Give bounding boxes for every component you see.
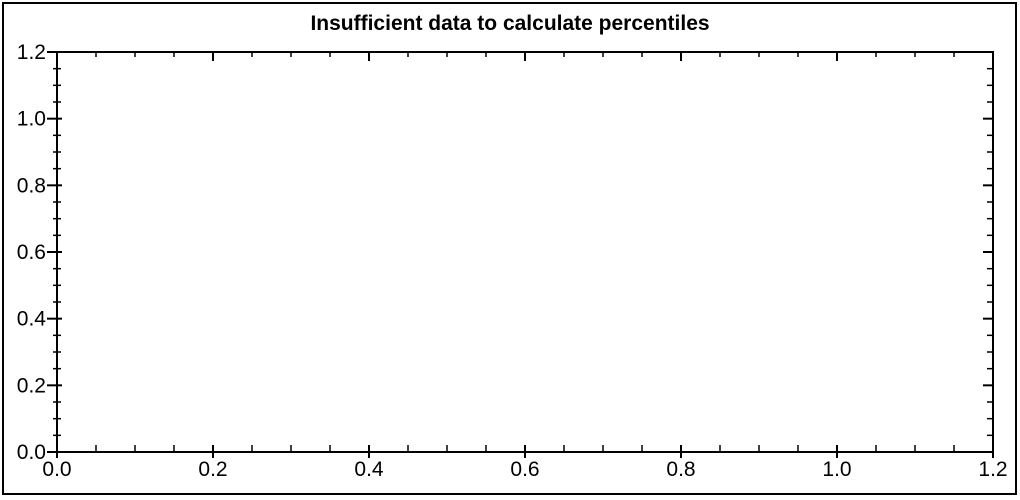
y-tick-label: 0.0 <box>17 441 46 464</box>
chart-title: Insufficient data to calculate percentil… <box>310 12 710 35</box>
x-tick-label: 1.2 <box>978 458 1007 481</box>
x-tick-label: 0.6 <box>510 458 539 481</box>
plot-box <box>56 51 994 453</box>
y-tick-label: 0.6 <box>17 241 46 264</box>
y-tick-label: 1.2 <box>17 41 46 64</box>
x-tick-label: 0.8 <box>666 458 695 481</box>
y-tick-label: 1.0 <box>17 108 46 131</box>
x-tick-label: 0.0 <box>42 458 71 481</box>
y-tick-label: 0.8 <box>17 174 46 197</box>
x-tick-label: 0.4 <box>354 458 384 481</box>
y-tick-label: 0.2 <box>17 374 46 397</box>
x-tick-label: 0.2 <box>198 458 227 481</box>
x-tick-label: 1.0 <box>822 458 851 481</box>
y-tick-label: 0.4 <box>17 308 47 331</box>
